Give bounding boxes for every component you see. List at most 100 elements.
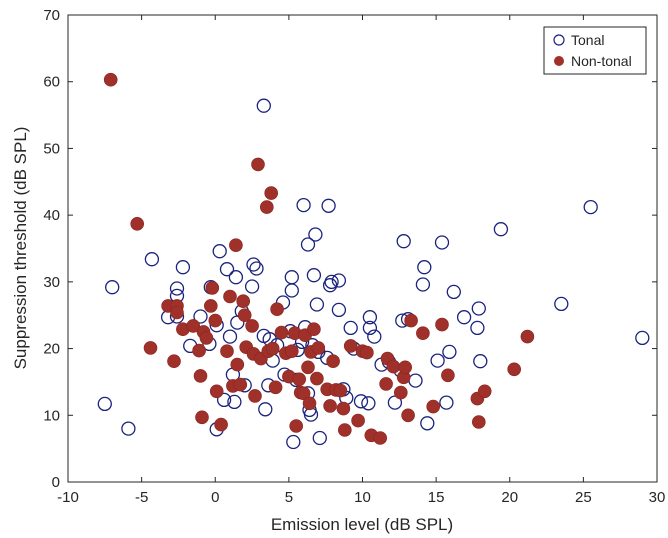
non-tonal-point bbox=[379, 377, 393, 391]
tonal-point bbox=[430, 353, 445, 368]
legend-non-tonal-marker bbox=[554, 56, 564, 66]
non-tonal-point bbox=[248, 389, 262, 403]
non-tonal-point bbox=[323, 399, 337, 413]
non-tonal-series bbox=[103, 72, 535, 445]
tonal-point bbox=[121, 421, 136, 436]
non-tonal-point bbox=[416, 326, 430, 341]
tonal-point bbox=[308, 227, 323, 242]
tonal-point bbox=[362, 320, 378, 336]
tonal-point bbox=[353, 394, 369, 409]
non-tonal-point bbox=[204, 299, 218, 313]
tonal-point bbox=[306, 268, 322, 283]
non-tonal-point bbox=[223, 289, 237, 304]
x-tick-label: 20 bbox=[501, 489, 518, 506]
non-tonal-point bbox=[351, 413, 365, 428]
axes bbox=[67, 14, 658, 483]
tonal-point bbox=[417, 260, 432, 275]
y-tick-label: 0 bbox=[52, 474, 60, 491]
tonal-point bbox=[361, 396, 376, 411]
tonal-point bbox=[216, 392, 232, 408]
tonal-point bbox=[439, 395, 454, 410]
y-tick-label: 70 bbox=[43, 7, 60, 24]
tonal-point bbox=[367, 329, 382, 344]
tonal-point bbox=[471, 301, 486, 316]
y-tick-label: 30 bbox=[43, 274, 60, 291]
non-tonal-point bbox=[310, 371, 324, 386]
tonal-point bbox=[97, 396, 112, 412]
tonal-point bbox=[442, 344, 457, 360]
tonal-point bbox=[256, 98, 271, 113]
non-tonal-point bbox=[192, 343, 206, 358]
non-tonal-point bbox=[230, 357, 245, 372]
non-tonal-point bbox=[296, 386, 311, 401]
non-tonal-point bbox=[343, 339, 358, 353]
non-tonal-point bbox=[236, 294, 250, 309]
tonal-point bbox=[296, 197, 311, 213]
non-tonal-point bbox=[214, 417, 228, 432]
tonal-point bbox=[105, 280, 120, 295]
non-tonal-point bbox=[289, 419, 304, 433]
x-axis-title: Emission level (dB SPL) bbox=[271, 515, 453, 534]
non-tonal-point bbox=[199, 331, 214, 345]
tonal-point bbox=[258, 402, 273, 417]
non-tonal-point bbox=[307, 322, 321, 337]
legend: Tonal Non-tonal bbox=[543, 26, 647, 75]
tonal-point bbox=[284, 283, 299, 298]
tonal-point bbox=[219, 262, 235, 277]
non-tonal-point bbox=[477, 384, 492, 399]
legend-non-tonal-label: Non-tonal bbox=[571, 53, 632, 69]
tonal-point bbox=[300, 237, 316, 252]
non-tonal-point bbox=[237, 308, 252, 323]
tonal-point bbox=[286, 434, 301, 450]
non-tonal-point bbox=[208, 313, 223, 328]
non-tonal-point bbox=[426, 399, 441, 414]
x-tick-label: -10 bbox=[57, 489, 79, 506]
plot-area bbox=[68, 15, 657, 482]
non-tonal-point bbox=[401, 408, 415, 423]
non-tonal-point bbox=[292, 372, 307, 387]
non-tonal-point bbox=[143, 341, 158, 355]
tonal-point bbox=[343, 320, 358, 336]
non-tonal-point bbox=[326, 354, 340, 369]
tonal-point bbox=[312, 430, 327, 446]
non-tonal-point bbox=[302, 396, 317, 411]
y-tick-label: 40 bbox=[43, 207, 60, 224]
non-tonal-point bbox=[270, 302, 284, 317]
non-tonal-point bbox=[507, 362, 522, 377]
non-tonal-point bbox=[186, 319, 200, 333]
tonal-point bbox=[493, 222, 509, 237]
non-tonal-point bbox=[205, 281, 220, 295]
tonal-point bbox=[434, 235, 450, 250]
legend-tonal-label: Tonal bbox=[571, 32, 604, 48]
x-tick-label: 0 bbox=[211, 489, 219, 506]
tonal-point bbox=[169, 281, 185, 296]
non-tonal-point bbox=[393, 385, 408, 400]
tonal-point bbox=[446, 284, 461, 300]
tonal-point bbox=[244, 279, 260, 294]
x-tick-label: 30 bbox=[649, 489, 666, 506]
x-tick-label: 15 bbox=[428, 489, 445, 506]
non-tonal-point bbox=[209, 384, 224, 399]
non-tonal-point bbox=[336, 401, 351, 416]
y-tick-label: 60 bbox=[43, 74, 60, 91]
tonal-point bbox=[321, 198, 336, 213]
tonal-point bbox=[635, 330, 650, 346]
non-tonal-point bbox=[167, 354, 181, 369]
non-tonal-point bbox=[274, 325, 289, 340]
non-tonal-point bbox=[265, 341, 280, 356]
tonal-point bbox=[456, 310, 472, 325]
non-tonal-point bbox=[360, 345, 374, 360]
non-tonal-point bbox=[268, 380, 283, 395]
tonal-point bbox=[470, 320, 485, 336]
non-tonal-point bbox=[471, 415, 486, 429]
non-tonal-point bbox=[195, 410, 209, 425]
tonal-point bbox=[228, 270, 244, 285]
legend-tonal-marker bbox=[553, 34, 565, 46]
tonal-point bbox=[227, 394, 242, 410]
tonal-point bbox=[420, 416, 435, 431]
non-tonal-point bbox=[435, 317, 449, 332]
non-tonal-point bbox=[373, 431, 388, 445]
non-tonal-point bbox=[337, 423, 352, 437]
tonal-point bbox=[362, 310, 378, 325]
non-tonal-point bbox=[311, 341, 326, 355]
